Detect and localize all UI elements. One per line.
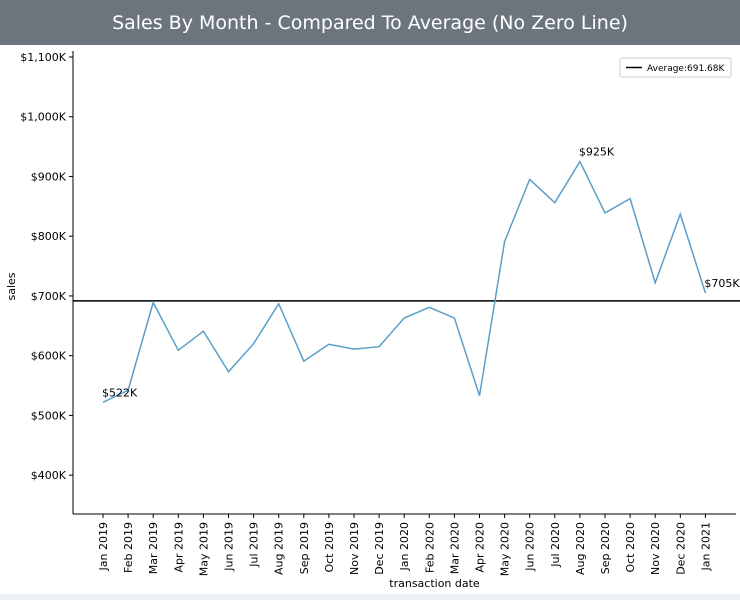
legend: Average:691.68K	[619, 57, 732, 78]
y-tick-label: $1,100K	[20, 51, 66, 64]
y-tick-label: $800K	[31, 230, 67, 243]
x-tick-label: Jan 2021	[699, 522, 712, 571]
x-tick-label: Apr 2019	[172, 522, 185, 573]
x-tick-label: Apr 2020	[474, 522, 487, 573]
x-tick-label: Dec 2020	[674, 522, 687, 575]
data-label: $705K	[704, 277, 740, 290]
y-tick-label: $600K	[31, 350, 67, 363]
x-tick-label: Oct 2020	[624, 522, 637, 573]
x-tick-label: Feb 2019	[122, 522, 135, 573]
sales-series-line	[102, 159, 707, 403]
x-tick-label: Aug 2020	[574, 522, 587, 575]
x-tick-label: Nov 2020	[649, 522, 662, 575]
axes: $400K $500K $600K $700K $800K $900K $1,000K $1,…	[5, 51, 736, 590]
x-tick-label: Mar 2019	[147, 522, 160, 574]
x-tick-label: May 2019	[197, 522, 210, 576]
y-tick-label: $500K	[31, 409, 67, 422]
x-tick-label: Jan 2020	[398, 522, 411, 571]
y-tick-label: $400K	[31, 469, 67, 482]
y-axis-label: sales	[5, 272, 18, 300]
chart-container: $400K $500K $600K $700K $800K $900K $1,000K $1,…	[0, 45, 740, 594]
bottom-strip	[0, 594, 740, 600]
x-tick-label: Jun 2019	[223, 522, 236, 572]
x-tick-label: Sep 2019	[298, 522, 311, 574]
x-tick-label: Dec 2019	[373, 522, 386, 575]
plot-area: $522K $925K $705K	[73, 146, 740, 403]
chart-title: Sales By Month - Compared To Average (No…	[0, 0, 740, 45]
x-tick-label: Nov 2019	[348, 522, 361, 575]
x-tick-label: Jun 2020	[524, 522, 537, 572]
x-tick-label: Jul 2019	[248, 522, 261, 568]
legend-box	[619, 57, 732, 78]
y-tick-label: $700K	[31, 290, 67, 303]
data-label: $925K	[579, 146, 615, 159]
x-axis-label: transaction date	[389, 577, 480, 590]
y-tick-label: $900K	[31, 170, 67, 183]
sales-line-chart: $400K $500K $600K $700K $800K $900K $1,000K $1,…	[5, 51, 740, 590]
x-tick-label: Oct 2019	[323, 522, 336, 573]
x-tick-label: Mar 2020	[448, 522, 461, 574]
x-tick-label: Jan 2019	[97, 522, 110, 571]
legend-label: Average:691.68K	[647, 64, 725, 74]
x-tick-label: May 2020	[499, 522, 512, 576]
x-tick-label: Feb 2020	[423, 522, 436, 573]
x-tick-label: Jul 2020	[549, 522, 562, 568]
y-tick-label: $1,000K	[20, 111, 66, 124]
x-tick-label: Aug 2019	[273, 522, 286, 575]
x-tick-label: Sep 2020	[599, 522, 612, 574]
data-label: $522K	[102, 386, 138, 399]
